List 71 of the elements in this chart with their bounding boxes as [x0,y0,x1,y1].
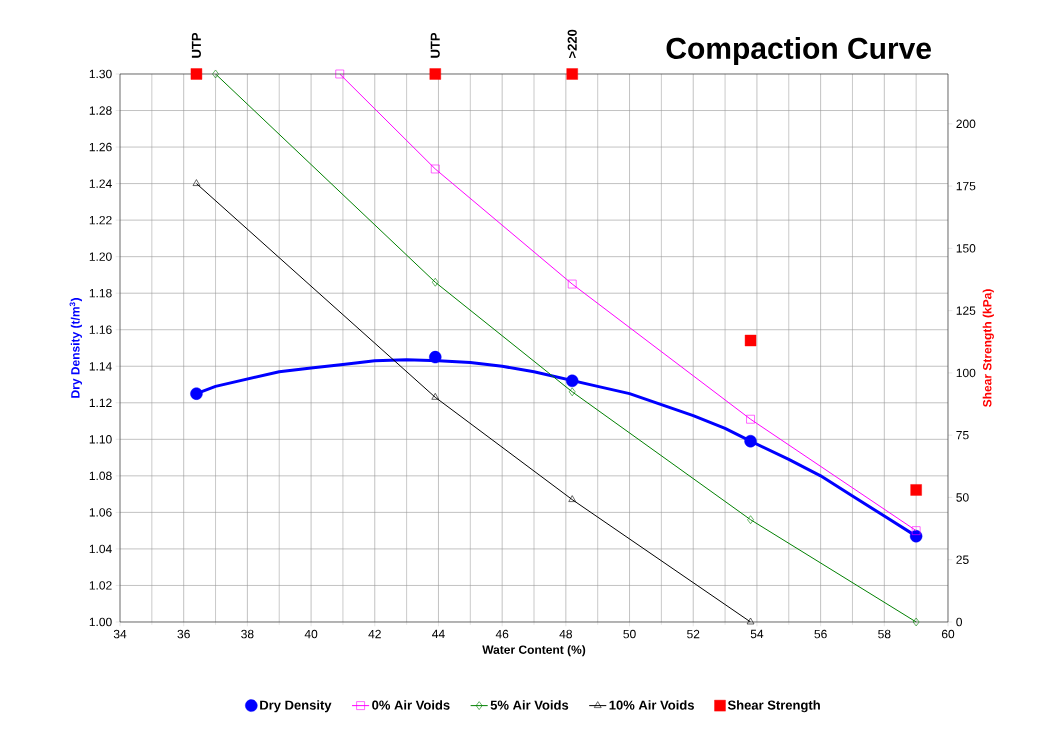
y-tick-label: 1.04 [89,544,112,554]
x-tick-label: 34 [113,629,127,639]
y2-tick-label: 200 [956,119,976,129]
point [568,387,576,397]
legend-label: 0% Air Voids [372,700,450,710]
y2-tick-label: 175 [956,181,976,191]
y2-tick-label: 50 [956,493,969,502]
x-tick-label: 42 [368,629,381,639]
x-tick-label: 52 [687,629,700,639]
point [910,484,922,496]
x-tick-label: 38 [241,629,254,639]
x-tick-label: 36 [177,629,190,639]
y-tick-label: 1.12 [89,398,112,407]
y-axis-title: Dry Density (t/m$^{3}$) [69,298,82,398]
point [744,334,757,347]
y2-tick-label: 100 [956,368,976,378]
point [747,515,754,524]
y-tick-label: 1.10 [89,435,112,444]
y2-tick-label: 125 [956,306,976,315]
x-tick-label: 60 [941,629,955,639]
point [429,68,441,80]
point [212,69,219,79]
x-tick-label: 50 [623,629,636,639]
point [431,393,440,400]
y-tick-label: 1.30 [89,69,112,79]
y-tick-label: 1.24 [89,179,112,188]
y-tick-label: 1.16 [89,325,112,334]
x-tick-label: 44 [432,629,445,639]
y-tick-label: 1.06 [89,508,112,517]
point [335,69,345,79]
y-tick-label: 1.26 [89,142,112,152]
text: UTP [191,32,201,58]
x-tick-label: 46 [495,629,509,639]
y-tick-label: 1.22 [89,215,112,225]
text: UTP [430,32,440,58]
y-tick-label: 1.20 [89,252,112,261]
point [567,279,577,289]
y-tick-label: 1.08 [89,471,112,481]
x-tick-label: 56 [814,629,827,639]
y2-tick-label: 0 [956,617,963,627]
y-tick-label: 1.18 [89,288,112,298]
point [566,68,578,80]
chart-title: Compaction Curve [666,37,931,65]
point [190,387,203,400]
point [746,617,755,625]
text: >220 [567,29,577,58]
y2-axis-title: Shear Strength (kPa) [982,289,994,407]
point [430,164,440,174]
x-tick-label: 48 [559,629,572,639]
x-tick-label: 54 [750,629,764,639]
x-tick-label: 58 [878,629,891,639]
point [568,495,576,502]
point [192,179,201,186]
legend-label: Shear Strength [727,700,820,713]
y-tick-label: 1.02 [89,581,112,590]
y2-tick-label: 25 [956,555,969,564]
legend-label: 10% Air Voids [609,700,694,710]
y-tick-label: 1.00 [89,617,112,627]
point [431,277,439,287]
y-tick-label: 1.28 [89,106,112,115]
y-tick-label: 1.14 [89,362,112,371]
point [746,414,755,424]
x-axis-title: Water Content (%) [482,645,586,657]
legend-label: Dry Density [260,700,332,713]
y2-tick-label: 75 [956,430,969,440]
point [911,526,921,535]
legend-label: 5% Air Voids [490,700,569,710]
point [912,617,920,627]
y2-tick-label: 150 [956,244,976,253]
x-tick-label: 40 [304,629,318,639]
point [190,68,203,80]
